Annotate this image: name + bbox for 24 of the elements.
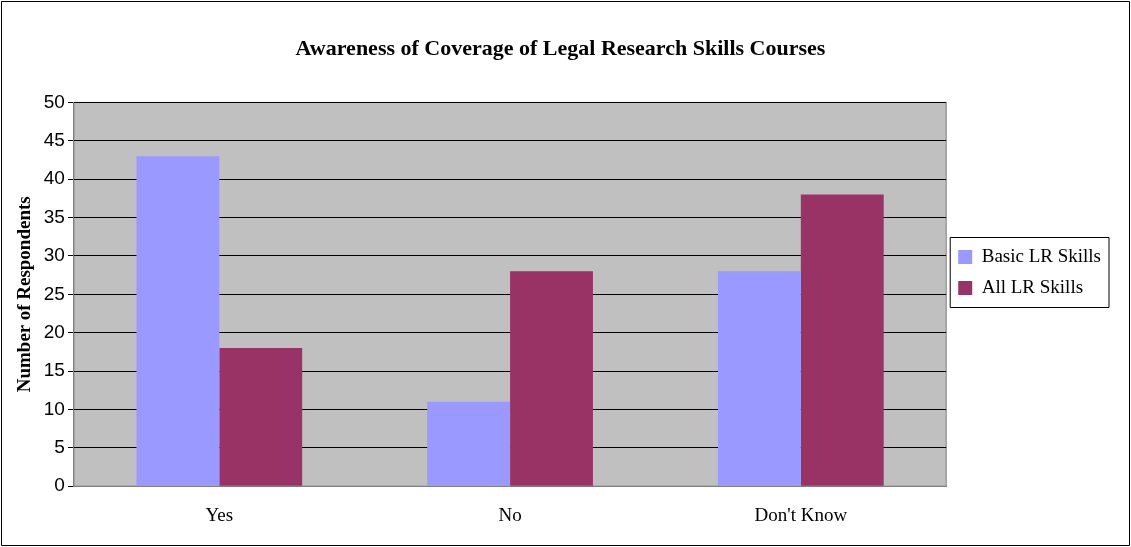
- y-tick-label: 25: [43, 282, 65, 304]
- y-tick-label: 35: [43, 205, 65, 227]
- bar: [717, 271, 801, 486]
- bar: [800, 194, 884, 486]
- x-tick-label: No: [498, 503, 522, 525]
- y-tick-label: 45: [43, 129, 65, 151]
- x-tick-label: Don't Know: [754, 503, 848, 525]
- y-tick-label: 50: [43, 90, 65, 112]
- y-axis-title: Number of Respondents: [13, 196, 35, 393]
- y-tick-label: 5: [54, 436, 65, 458]
- bar: [427, 401, 511, 486]
- legend-label: Basic LR Skills: [981, 244, 1102, 266]
- y-tick-label: 30: [43, 244, 65, 266]
- bar: [136, 156, 220, 486]
- y-tick-label: 10: [43, 397, 65, 419]
- y-tick-label: 20: [43, 320, 65, 342]
- y-tick-label: 40: [43, 167, 65, 189]
- y-tick-label: 0: [54, 474, 65, 496]
- legend-label: All LR Skills: [981, 275, 1084, 297]
- chart-title: Awareness of Coverage of Legal Research Skills Courses: [295, 34, 826, 60]
- bar: [219, 348, 303, 486]
- bar: [510, 271, 593, 486]
- x-tick-label: Yes: [205, 503, 234, 525]
- y-tick-label: 15: [43, 359, 65, 381]
